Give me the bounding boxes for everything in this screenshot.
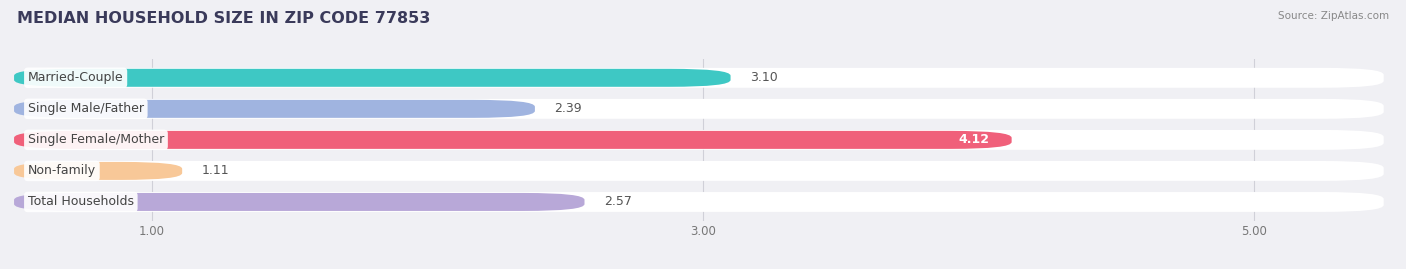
Text: Total Households: Total Households: [28, 196, 134, 208]
FancyBboxPatch shape: [14, 100, 534, 118]
FancyBboxPatch shape: [22, 99, 1384, 119]
FancyBboxPatch shape: [22, 192, 1384, 212]
Text: 2.39: 2.39: [554, 102, 582, 115]
FancyBboxPatch shape: [14, 131, 1012, 149]
Text: Married-Couple: Married-Couple: [28, 71, 124, 84]
Text: 2.57: 2.57: [603, 196, 631, 208]
FancyBboxPatch shape: [14, 69, 731, 87]
FancyBboxPatch shape: [14, 162, 183, 180]
Text: 3.10: 3.10: [749, 71, 778, 84]
Text: Single Male/Father: Single Male/Father: [28, 102, 143, 115]
Text: Single Female/Mother: Single Female/Mother: [28, 133, 165, 146]
Text: Non-family: Non-family: [28, 164, 96, 178]
FancyBboxPatch shape: [22, 161, 1384, 181]
Text: 1.11: 1.11: [201, 164, 229, 178]
Text: 4.12: 4.12: [959, 133, 990, 146]
FancyBboxPatch shape: [22, 68, 1384, 88]
Text: Source: ZipAtlas.com: Source: ZipAtlas.com: [1278, 11, 1389, 21]
FancyBboxPatch shape: [14, 193, 585, 211]
Text: MEDIAN HOUSEHOLD SIZE IN ZIP CODE 77853: MEDIAN HOUSEHOLD SIZE IN ZIP CODE 77853: [17, 11, 430, 26]
FancyBboxPatch shape: [22, 130, 1384, 150]
